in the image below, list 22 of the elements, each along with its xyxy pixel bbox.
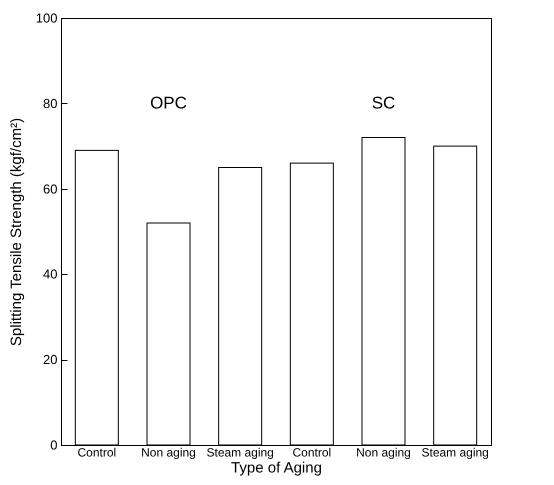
x-axis-title: Type of Aging xyxy=(231,460,322,476)
y-tick-label: 60 xyxy=(43,181,58,196)
y-tick-label: 80 xyxy=(43,96,58,111)
y-tick-label: 40 xyxy=(43,266,58,282)
bar xyxy=(362,137,406,446)
bar xyxy=(433,146,478,446)
x-tick-label: Control xyxy=(292,446,332,460)
y-tick-label: 0 xyxy=(50,438,58,452)
x-tick-label: Steam aging xyxy=(206,446,274,460)
y-axis-title: Splitting Tensile Strength (kgf/cm²) xyxy=(8,118,25,346)
annotation: OPC xyxy=(150,93,187,112)
y-tick-label: 20 xyxy=(43,352,58,368)
x-tick-label: Non aging xyxy=(141,446,196,460)
y-tick-label: 100 xyxy=(36,10,58,26)
x-tick-label: Control xyxy=(77,446,116,460)
bar xyxy=(218,166,262,446)
x-tick-label: Steam aging xyxy=(421,446,489,460)
annotation: SC xyxy=(372,93,396,112)
bar xyxy=(74,150,119,446)
x-tick-label: Non aging xyxy=(356,446,411,460)
bar xyxy=(146,222,190,446)
bar xyxy=(290,162,334,446)
